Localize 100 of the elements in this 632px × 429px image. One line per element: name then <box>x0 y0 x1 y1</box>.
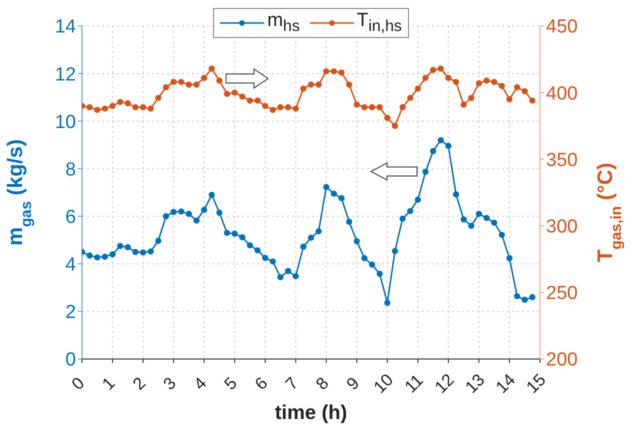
x-tick-label: 4 <box>190 374 210 394</box>
x-tick-label: 13 <box>462 370 488 398</box>
point <box>102 105 108 112</box>
point <box>109 251 116 258</box>
y-tick-label: 4 <box>65 254 76 276</box>
point <box>361 104 368 110</box>
point <box>86 104 93 110</box>
point <box>132 248 139 256</box>
point <box>224 90 230 98</box>
point <box>216 210 222 216</box>
point <box>445 142 452 149</box>
point <box>148 105 154 112</box>
point <box>392 248 398 254</box>
point <box>430 66 436 74</box>
point <box>368 261 376 268</box>
point <box>323 68 330 74</box>
y-tick-label: 14 <box>54 16 76 38</box>
point <box>368 104 376 110</box>
point <box>186 82 192 88</box>
y-tick-label: 8 <box>65 159 76 180</box>
point <box>323 184 330 190</box>
point <box>117 98 124 106</box>
point <box>414 196 421 203</box>
point <box>201 74 208 82</box>
point <box>376 270 383 277</box>
point <box>514 84 520 90</box>
y-tick-label: 12 <box>54 64 76 86</box>
point <box>422 74 429 82</box>
point <box>246 97 254 104</box>
point <box>522 296 528 303</box>
x-axis-title: time (h) <box>274 402 348 424</box>
x-tick-label: 3 <box>160 374 180 394</box>
point <box>506 96 513 102</box>
legend-label: T$_{in,hs}$ <box>356 10 402 36</box>
y-tick-label: 6 <box>65 207 76 228</box>
point <box>285 268 292 274</box>
point <box>330 68 337 74</box>
y2-tick-label: 300 <box>546 216 578 238</box>
point <box>346 218 352 225</box>
point <box>452 78 460 86</box>
x-tick-label: 11 <box>401 370 427 397</box>
point <box>460 101 467 108</box>
point <box>414 86 421 92</box>
y2-tick-label: 450 <box>546 16 578 38</box>
x-tick-label: 8 <box>312 374 332 394</box>
point <box>254 97 261 104</box>
point <box>491 78 498 86</box>
point <box>239 93 246 100</box>
point <box>330 190 337 197</box>
point <box>170 78 177 86</box>
point <box>292 273 299 280</box>
point <box>270 258 276 265</box>
y-tick-label: 0 <box>65 350 76 371</box>
point <box>193 82 200 88</box>
point <box>361 255 368 262</box>
point <box>201 206 208 213</box>
x-tick-label: 9 <box>342 374 363 394</box>
x-tick-label: 14 <box>492 370 519 398</box>
point <box>422 168 429 175</box>
point <box>529 97 536 104</box>
point <box>170 208 177 216</box>
point <box>529 294 536 300</box>
point <box>498 232 505 238</box>
point <box>445 74 452 82</box>
point <box>476 80 482 86</box>
point <box>109 102 116 110</box>
point <box>232 90 238 96</box>
x-tick-label: 6 <box>251 374 272 394</box>
point <box>102 254 108 260</box>
point <box>140 249 146 256</box>
y2-tick-label: 200 <box>546 350 578 371</box>
point <box>476 210 482 218</box>
point <box>468 222 474 229</box>
point <box>124 100 131 106</box>
point <box>148 248 154 255</box>
y2-tick-label: 350 <box>546 150 578 171</box>
point <box>522 88 528 94</box>
point <box>186 210 192 218</box>
point <box>162 213 170 220</box>
x-tick-label: 2 <box>129 374 150 394</box>
point <box>483 78 490 84</box>
point <box>407 94 414 102</box>
point <box>460 216 467 222</box>
point <box>216 78 222 84</box>
y2-tick-label: 400 <box>546 83 578 104</box>
point <box>224 230 230 236</box>
point <box>155 238 162 244</box>
point <box>468 94 474 102</box>
point <box>316 228 322 234</box>
x-tick-label: 1 <box>98 374 119 394</box>
point <box>262 102 268 110</box>
point <box>277 104 284 110</box>
y2-tick-label: 250 <box>546 283 578 304</box>
point <box>308 234 314 241</box>
point <box>124 244 131 250</box>
point <box>232 230 238 237</box>
point <box>254 247 261 254</box>
point <box>438 137 444 144</box>
point <box>178 208 184 215</box>
point <box>308 82 314 88</box>
